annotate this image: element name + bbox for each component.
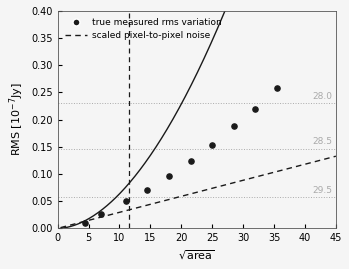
Point	[144, 188, 150, 193]
Point	[253, 107, 258, 111]
Point	[274, 86, 280, 90]
Point	[231, 124, 237, 128]
Y-axis label: RMS [$10^{-7}$Jy]: RMS [$10^{-7}$Jy]	[7, 83, 25, 157]
Point	[166, 174, 172, 178]
Text: 29.5: 29.5	[313, 186, 333, 195]
Point	[98, 211, 104, 216]
Point	[209, 143, 215, 147]
Text: 28.0: 28.0	[313, 92, 333, 101]
Point	[188, 159, 193, 163]
Point	[83, 221, 88, 225]
X-axis label: $\sqrt{\mathrm{area}}$: $\sqrt{\mathrm{area}}$	[178, 249, 215, 262]
Text: 28.5: 28.5	[313, 137, 333, 146]
Point	[123, 199, 128, 203]
Legend: true measured rms variation, scaled pixel-to-pixel noise: true measured rms variation, scaled pixe…	[62, 15, 224, 43]
